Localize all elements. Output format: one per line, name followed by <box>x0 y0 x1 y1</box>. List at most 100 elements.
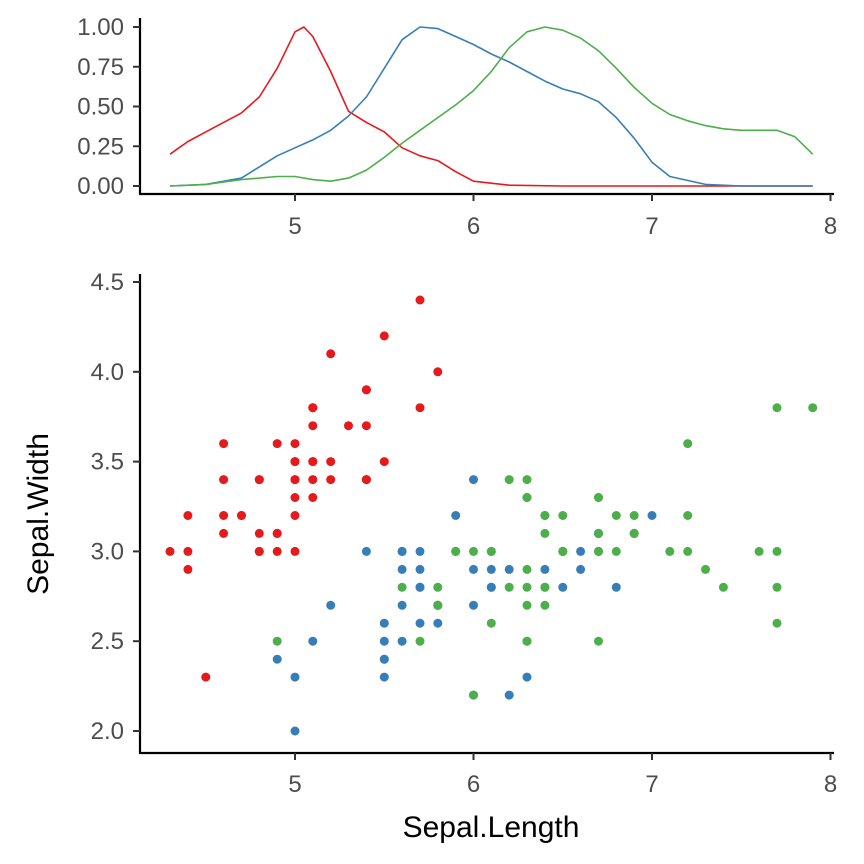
scatter-point <box>379 457 389 467</box>
scatter-point <box>326 457 336 467</box>
scatter-point <box>397 546 407 556</box>
scatter-point <box>308 493 318 502</box>
scatter-point <box>272 528 282 538</box>
scatter-point <box>594 636 603 646</box>
scatter-point <box>415 618 425 628</box>
x-tick-label: 8 <box>824 213 837 240</box>
y-axis-title: Sepal.Width <box>22 433 55 595</box>
scatter-point <box>326 349 336 359</box>
scatter-point <box>219 475 229 485</box>
scatter-point <box>272 439 282 449</box>
scatter-point <box>379 636 389 646</box>
scatter-point <box>290 475 300 485</box>
scatter-point <box>594 528 603 538</box>
scatter-point <box>290 511 300 520</box>
scatter-point <box>361 475 371 485</box>
scatter-point <box>451 511 461 520</box>
x-axis-title: Sepal.Length <box>403 811 580 844</box>
scatter-point <box>469 690 478 700</box>
y-tick-label: 4.0 <box>91 359 124 386</box>
scatter-point <box>540 528 550 538</box>
scatter-point <box>540 511 550 520</box>
scatter-point <box>433 367 443 377</box>
scatter-point <box>415 403 425 413</box>
scatter-point <box>290 672 300 682</box>
scatter-point <box>486 546 496 556</box>
scatter-point <box>754 546 764 556</box>
scatter-point <box>308 475 318 485</box>
density-line-0 <box>169 26 813 187</box>
y-tick-label: 2.5 <box>91 628 124 655</box>
scatter-point <box>290 726 300 736</box>
scatter-point <box>683 439 693 449</box>
scatter-point <box>469 475 478 485</box>
scatter-point <box>290 457 300 467</box>
scatter-point <box>219 439 229 449</box>
y-tick-label: 4.5 <box>91 269 124 296</box>
density-line-1 <box>169 26 813 187</box>
scatter-point <box>326 600 336 610</box>
scatter-point <box>522 672 532 682</box>
scatter-point <box>522 475 532 485</box>
scatter-point <box>272 546 282 556</box>
scatter-point <box>486 618 496 628</box>
scatter-point <box>183 546 193 556</box>
scatter-point <box>397 636 407 646</box>
scatter-point <box>504 564 514 574</box>
density-line-2 <box>169 26 814 187</box>
x-tick-label: 7 <box>645 213 658 240</box>
scatter-point <box>647 511 657 520</box>
scatter-point <box>415 546 425 556</box>
scatter-point <box>808 403 818 413</box>
scatter-point <box>415 295 425 305</box>
scatter-point <box>433 582 443 592</box>
scatter-point <box>290 439 300 449</box>
scatter-point <box>701 564 710 574</box>
scatter-point <box>683 546 693 556</box>
scatter-point <box>469 600 478 610</box>
scatter-point <box>522 636 532 646</box>
scatter-point <box>361 546 371 556</box>
y-tick-label: 0.50 <box>77 94 124 121</box>
scatter-point <box>486 582 496 592</box>
scatter-point <box>308 636 318 646</box>
scatter-point <box>308 457 318 467</box>
scatter-ticks: 5 6 7 8 2.0 2.5 3.0 3.5 4.0 4.5 <box>91 269 838 798</box>
scatter-point <box>433 618 443 628</box>
scatter-point <box>379 672 389 682</box>
scatter-point <box>272 636 282 646</box>
scatter-point <box>576 564 586 574</box>
density-lines <box>169 26 814 187</box>
y-tick-label: 0.75 <box>77 54 124 81</box>
y-tick-label: 3.0 <box>91 538 124 565</box>
scatter-point <box>290 493 300 502</box>
scatter-point <box>326 475 336 485</box>
x-tick-label: 5 <box>288 771 301 798</box>
scatter-point <box>540 600 550 610</box>
scatter-point <box>415 636 425 646</box>
density-panel: 5 6 7 8 0.00 0.25 0.50 0.75 1.00 <box>77 14 837 240</box>
scatter-point <box>379 331 389 341</box>
x-tick-label: 5 <box>288 213 301 240</box>
scatter-point <box>611 546 621 556</box>
scatter-point <box>272 654 282 664</box>
y-tick-label: 0.25 <box>77 133 124 160</box>
scatter-point <box>504 690 514 700</box>
scatter-point <box>254 475 264 485</box>
x-tick-label: 6 <box>467 771 480 798</box>
scatter-point <box>504 475 514 485</box>
y-tick-label: 1.00 <box>77 14 124 41</box>
scatter-point <box>183 564 193 574</box>
scatter-point <box>361 421 371 431</box>
scatter-point <box>469 564 478 574</box>
scatter-point <box>415 564 425 574</box>
scatter-point <box>451 546 461 556</box>
scatter-point <box>308 421 318 431</box>
scatter-point <box>522 600 532 610</box>
scatter-point <box>397 600 407 610</box>
scatter-point <box>361 385 371 395</box>
scatter-point <box>379 654 389 664</box>
scatter-point <box>522 582 532 592</box>
scatter-point <box>576 546 586 556</box>
